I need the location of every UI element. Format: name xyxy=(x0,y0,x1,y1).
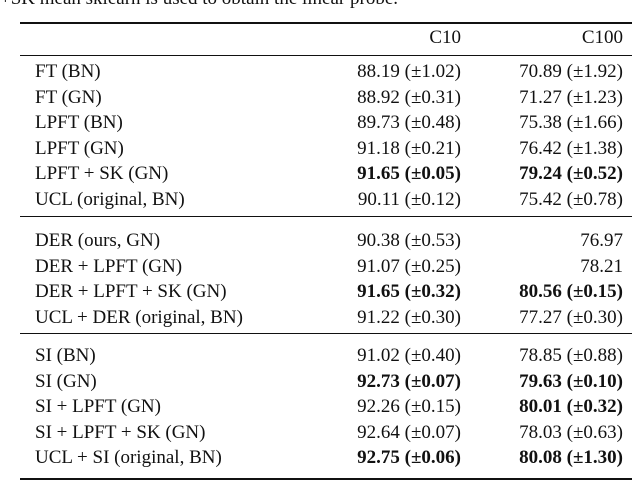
cell: 91.65 (±0.32) xyxy=(357,281,461,303)
cell: 92.26 (±0.15) xyxy=(357,396,461,418)
cell: 75.42 (±0.78) xyxy=(519,189,623,210)
row-label: UCL + SI (original, BN) xyxy=(35,447,222,469)
row-label: SI + LPFT (GN) xyxy=(35,396,161,418)
rule xyxy=(20,22,632,24)
cell: 78.21 xyxy=(580,255,623,277)
cell: 90.11 (±0.12) xyxy=(357,189,461,210)
cell: 92.73 (±0.07) xyxy=(357,370,461,392)
cell: 80.08 (±1.30) xyxy=(519,447,623,469)
cell: 90.38 (±0.53) xyxy=(357,230,461,251)
row-label: LPFT (BN) xyxy=(35,112,123,134)
row-label: UCL (original, BN) xyxy=(35,189,185,210)
column-header: C10 xyxy=(429,27,461,48)
cell: 80.01 (±0.32) xyxy=(519,396,623,418)
row-label: LPFT (GN) xyxy=(35,137,124,159)
cell: 88.19 (±1.02) xyxy=(357,61,461,82)
row-label: FT (BN) xyxy=(35,61,101,82)
cell: 78.85 (±0.88) xyxy=(519,345,623,366)
rule xyxy=(20,333,632,334)
row-label: LPFT + SK (GN) xyxy=(35,163,169,185)
row-label: FT (GN) xyxy=(35,86,102,108)
cell: 91.18 (±0.21) xyxy=(357,137,461,159)
cell: 70.89 (±1.92) xyxy=(519,61,623,82)
cell: 76.42 (±1.38) xyxy=(519,137,623,159)
cell: 92.75 (±0.06) xyxy=(357,447,461,469)
cell: 78.03 (±0.63) xyxy=(519,421,623,443)
cell: 91.07 (±0.25) xyxy=(357,255,461,277)
cell: 79.24 (±0.52) xyxy=(519,163,623,185)
rule xyxy=(20,478,632,480)
cell: 71.27 (±1.23) xyxy=(519,86,623,108)
row-label: SI (GN) xyxy=(35,370,97,392)
cell: 79.63 (±0.10) xyxy=(519,370,623,392)
row-label: DER (ours, GN) xyxy=(35,230,161,251)
row-label: DER + LPFT + SK (GN) xyxy=(35,281,227,303)
cell: 76.97 xyxy=(580,230,623,251)
cell: 75.38 (±1.66) xyxy=(519,112,623,134)
rule xyxy=(20,216,632,217)
row-label: SI (BN) xyxy=(35,345,96,366)
cell: 89.73 (±0.48) xyxy=(357,112,461,134)
cell: 88.92 (±0.31) xyxy=(357,86,461,108)
row-label: SI + LPFT + SK (GN) xyxy=(35,421,206,443)
cell: 91.65 (±0.05) xyxy=(357,163,461,185)
cell: 92.64 (±0.07) xyxy=(357,421,461,443)
cell: 91.22 (±0.30) xyxy=(357,306,461,328)
rule xyxy=(20,55,632,56)
column-header: C100 xyxy=(581,27,623,48)
caption: +SK mean sklearn is used to obtain the l… xyxy=(0,0,398,10)
cell: 91.02 (±0.40) xyxy=(357,345,461,366)
row-label: DER + LPFT (GN) xyxy=(35,255,183,277)
row-label: UCL + DER (original, BN) xyxy=(35,306,243,328)
cell: 80.56 (±0.15) xyxy=(519,281,623,303)
cell: 77.27 (±0.30) xyxy=(519,306,623,328)
